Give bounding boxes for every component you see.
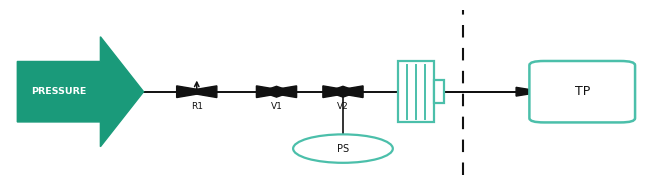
Polygon shape	[326, 86, 360, 92]
Text: V1: V1	[270, 102, 282, 111]
FancyBboxPatch shape	[529, 61, 635, 122]
Polygon shape	[328, 86, 363, 98]
Polygon shape	[323, 86, 357, 98]
FancyBboxPatch shape	[398, 61, 434, 122]
Polygon shape	[17, 37, 144, 147]
Text: TP: TP	[575, 85, 590, 98]
Polygon shape	[516, 87, 543, 96]
Text: PS: PS	[337, 144, 349, 154]
Polygon shape	[326, 91, 360, 97]
Polygon shape	[262, 86, 296, 98]
Text: R1: R1	[190, 102, 202, 111]
Polygon shape	[260, 86, 293, 92]
Text: V2: V2	[337, 102, 349, 111]
Text: PRESSURE: PRESSURE	[31, 87, 87, 96]
FancyBboxPatch shape	[434, 80, 444, 103]
Polygon shape	[182, 86, 217, 98]
Polygon shape	[256, 86, 291, 98]
Polygon shape	[260, 91, 293, 97]
Polygon shape	[176, 86, 211, 98]
